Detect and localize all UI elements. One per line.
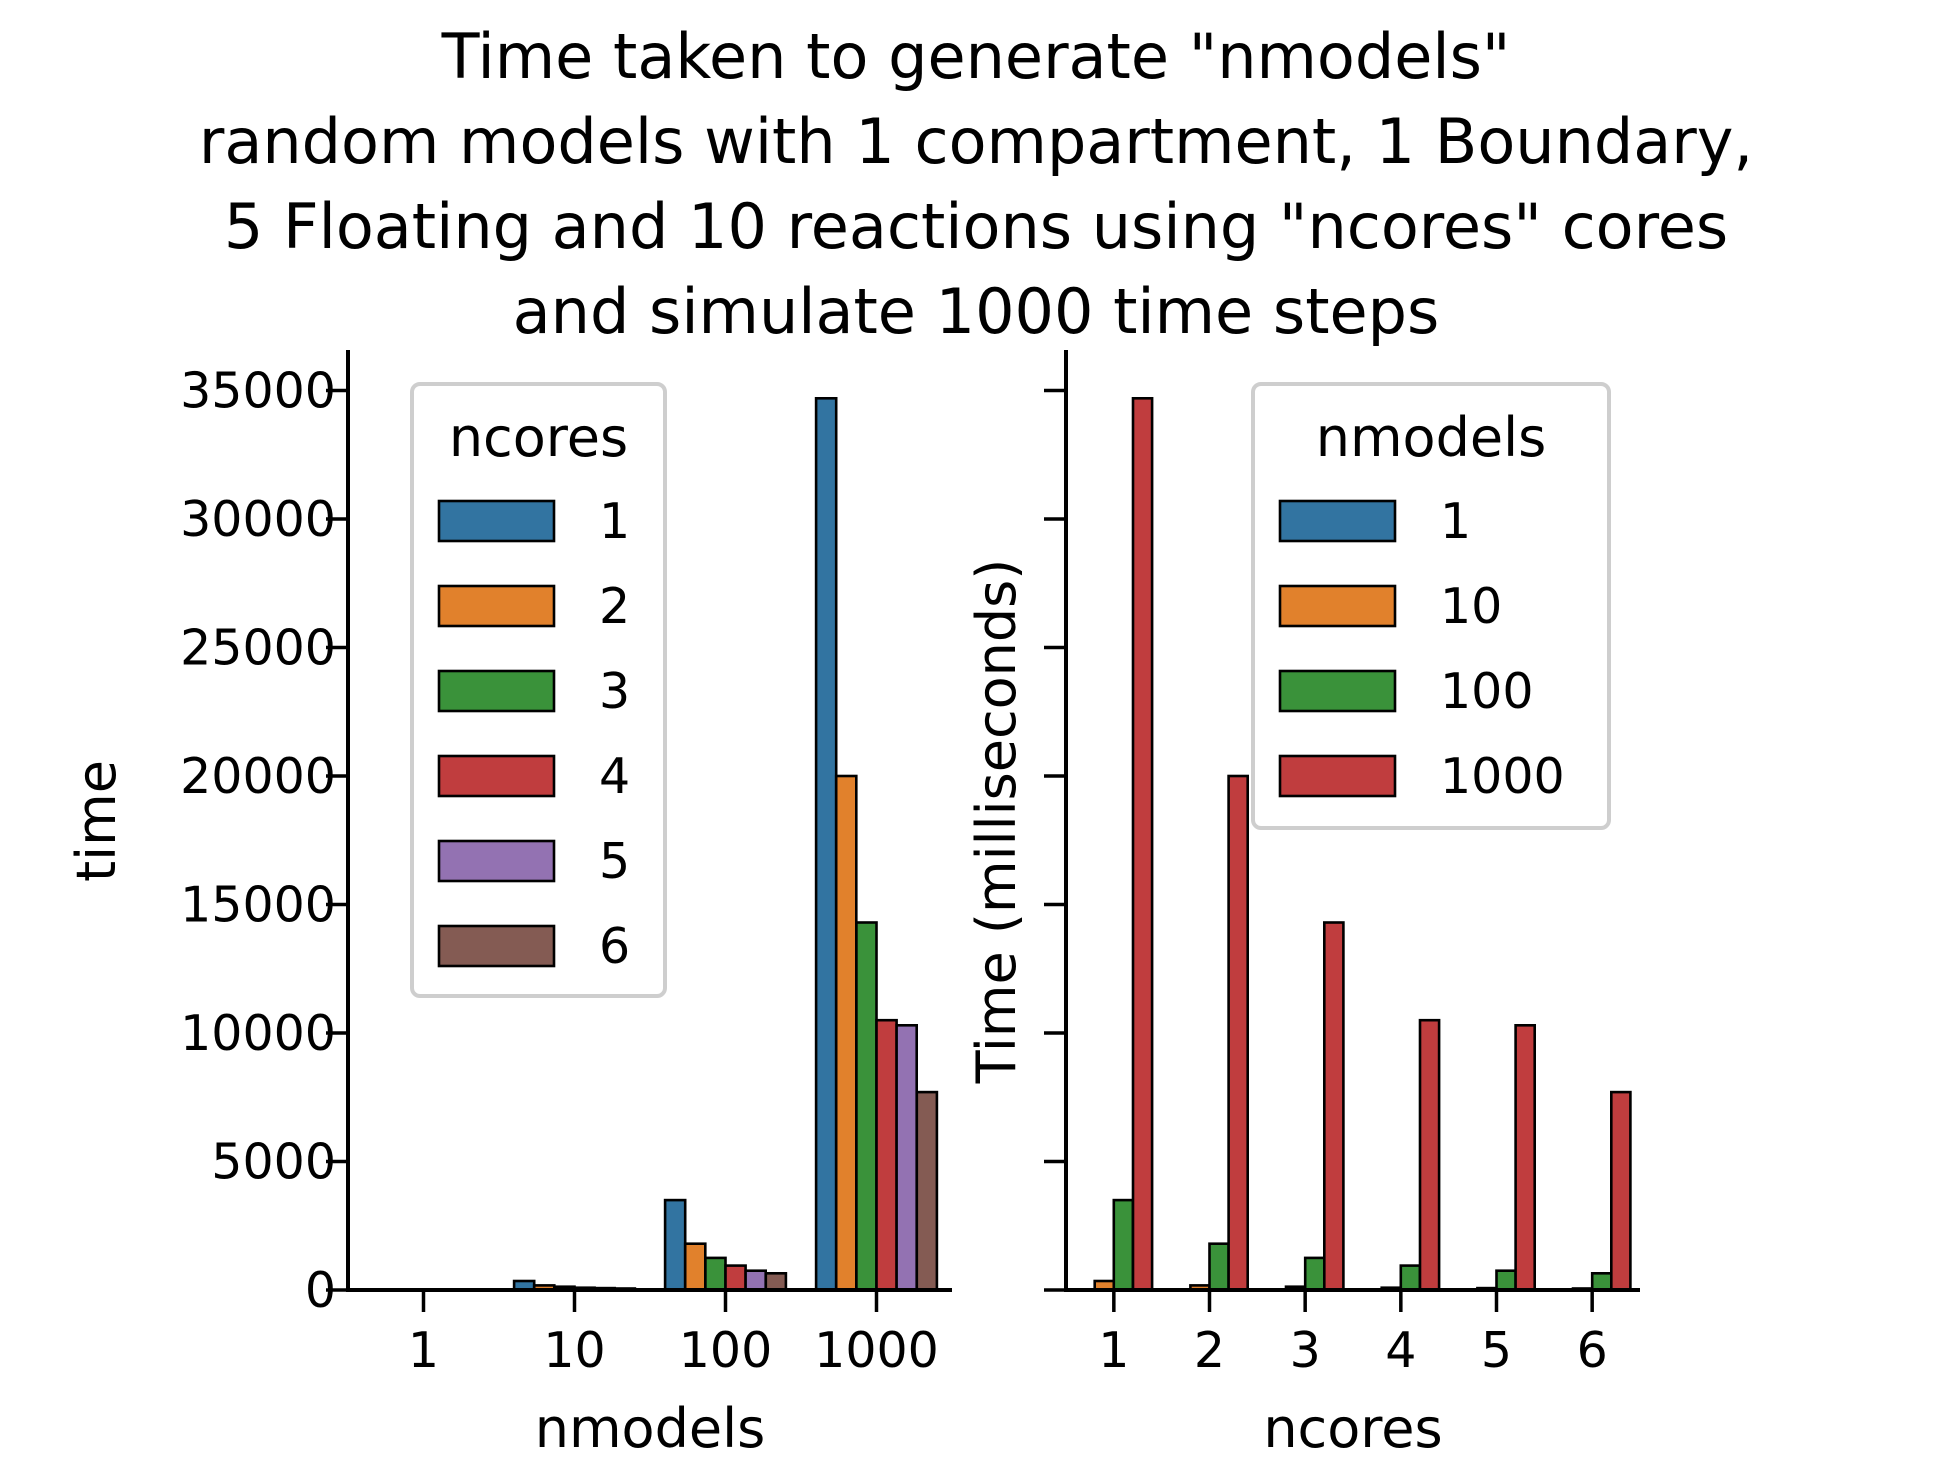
- legend-swatch-1: [1278, 499, 1397, 543]
- legend-swatch-5: [437, 839, 556, 883]
- legend-label-4: 4: [599, 748, 630, 805]
- legend-swatch-6: [437, 924, 556, 968]
- legend-swatch-100: [1278, 669, 1397, 713]
- x-tick-label: 1: [1098, 1322, 1129, 1379]
- bar-ncores-1-nmodels-1000: [1131, 396, 1154, 1292]
- x-tick-label: 3: [1290, 1322, 1321, 1379]
- y-tick-label: 0: [305, 1262, 336, 1319]
- legend-label-100: 100: [1440, 663, 1534, 720]
- legend-label-5: 5: [599, 833, 630, 890]
- title-line-1: Time taken to generate "nmodels": [441, 20, 1511, 93]
- chart-title: Time taken to generate "nmodels" random …: [199, 20, 1753, 348]
- x-tick-label: 1: [408, 1322, 439, 1379]
- legend-swatch-10: [1278, 584, 1397, 628]
- bar-nmodels-100-ncores-3: [704, 1256, 727, 1292]
- bar-ncores-4-nmodels-1000: [1418, 1018, 1441, 1292]
- y-tick-label: 10000: [180, 1005, 336, 1062]
- legend-title: nmodels: [1316, 406, 1547, 469]
- y-tick-label: 30000: [180, 491, 336, 548]
- x-tick-label: 10: [543, 1322, 605, 1379]
- legend-swatch-1: [437, 499, 556, 543]
- bar-ncores-2-nmodels-100: [1208, 1242, 1230, 1292]
- x-tick-label: 1000: [814, 1322, 939, 1379]
- bar-ncores-2-nmodels-1000: [1227, 774, 1249, 1292]
- x-axis-label: nmodels: [535, 1397, 766, 1460]
- bar-nmodels-1000-ncores-5: [895, 1024, 918, 1292]
- legend-label-6: 6: [599, 918, 630, 975]
- x-tick-label: 2: [1194, 1322, 1225, 1379]
- y-tick-label: 25000: [180, 620, 336, 677]
- y-tick-label: 20000: [180, 748, 336, 805]
- title-line-2: random models with 1 compartment, 1 Boun…: [199, 105, 1753, 178]
- bar-ncores-5-nmodels-1000: [1514, 1024, 1536, 1292]
- x-tick-label: 5: [1481, 1322, 1512, 1379]
- bar-ncores-6-nmodels-100: [1590, 1272, 1613, 1292]
- legend-label-2: 2: [599, 578, 630, 635]
- bar-nmodels-1000-ncores-4: [875, 1018, 898, 1292]
- bar-ncores-6-nmodels-1000: [1610, 1090, 1632, 1292]
- y-tick-label: 15000: [180, 877, 336, 934]
- bar-ncores-5-nmodels-100: [1495, 1269, 1517, 1292]
- legend: nmodels 1 10 100 1000: [1251, 382, 1611, 830]
- bar-ncores-4-nmodels-100: [1399, 1264, 1422, 1292]
- x-tick-label: 6: [1577, 1322, 1608, 1379]
- legend-swatch-4: [437, 754, 556, 798]
- x-tick-label: 100: [679, 1322, 773, 1379]
- legend-title: ncores: [449, 406, 628, 469]
- bar-ncores-3-nmodels-1000: [1323, 921, 1345, 1292]
- y-axis-label: Time (milliseconds): [965, 559, 1028, 1085]
- bar-nmodels-1000-ncores-6: [915, 1090, 939, 1292]
- title-line-3: 5 Floating and 10 reactions using "ncore…: [224, 190, 1728, 263]
- legend-label-3: 3: [599, 663, 630, 720]
- legend-label-1: 1: [599, 493, 630, 550]
- x-axis-label: ncores: [1263, 1397, 1442, 1460]
- legend-swatch-3: [437, 669, 556, 713]
- right-chart-panel: 1 2 3 4 5 6 ncores Time (milliseconds) nmodels 1 1…: [965, 350, 1640, 1460]
- bar-ncores-1-nmodels-100: [1112, 1198, 1135, 1292]
- bar-ncores-3-nmodels-100: [1303, 1256, 1326, 1292]
- legend-swatch-1000: [1278, 754, 1397, 798]
- legend-frame: [1251, 382, 1611, 830]
- title-line-4: and simulate 1000 time steps: [513, 275, 1440, 348]
- y-tick-label: 35000: [180, 363, 336, 420]
- legend-label-1: 1: [1440, 493, 1471, 550]
- bar-nmodels-100-ncores-1: [663, 1198, 687, 1292]
- bar-nmodels-1000-ncores-2: [834, 774, 858, 1292]
- legend: ncores 1 2 3 4 5 6: [410, 382, 667, 998]
- legend-swatch-2: [437, 584, 556, 628]
- y-tick-label: 5000: [211, 1134, 336, 1191]
- bar-nmodels-100-ncores-2: [683, 1242, 707, 1292]
- bar-nmodels-100-ncores-6: [764, 1272, 788, 1292]
- bar-nmodels-1000-ncores-3: [855, 921, 878, 1292]
- bar-nmodels-100-ncores-5: [744, 1269, 767, 1292]
- bar-nmodels-1000-ncores-1: [814, 396, 838, 1292]
- bar-nmodels-100-ncores-4: [724, 1264, 747, 1292]
- x-tick-label: 4: [1385, 1322, 1416, 1379]
- legend-label-10: 10: [1440, 578, 1502, 635]
- left-chart-panel: 0 5000 10000 15000 20000 25000 30000 35000 1 10 10…: [65, 350, 952, 1460]
- y-axis-label: time: [65, 760, 128, 882]
- legend-label-1000: 1000: [1440, 748, 1565, 805]
